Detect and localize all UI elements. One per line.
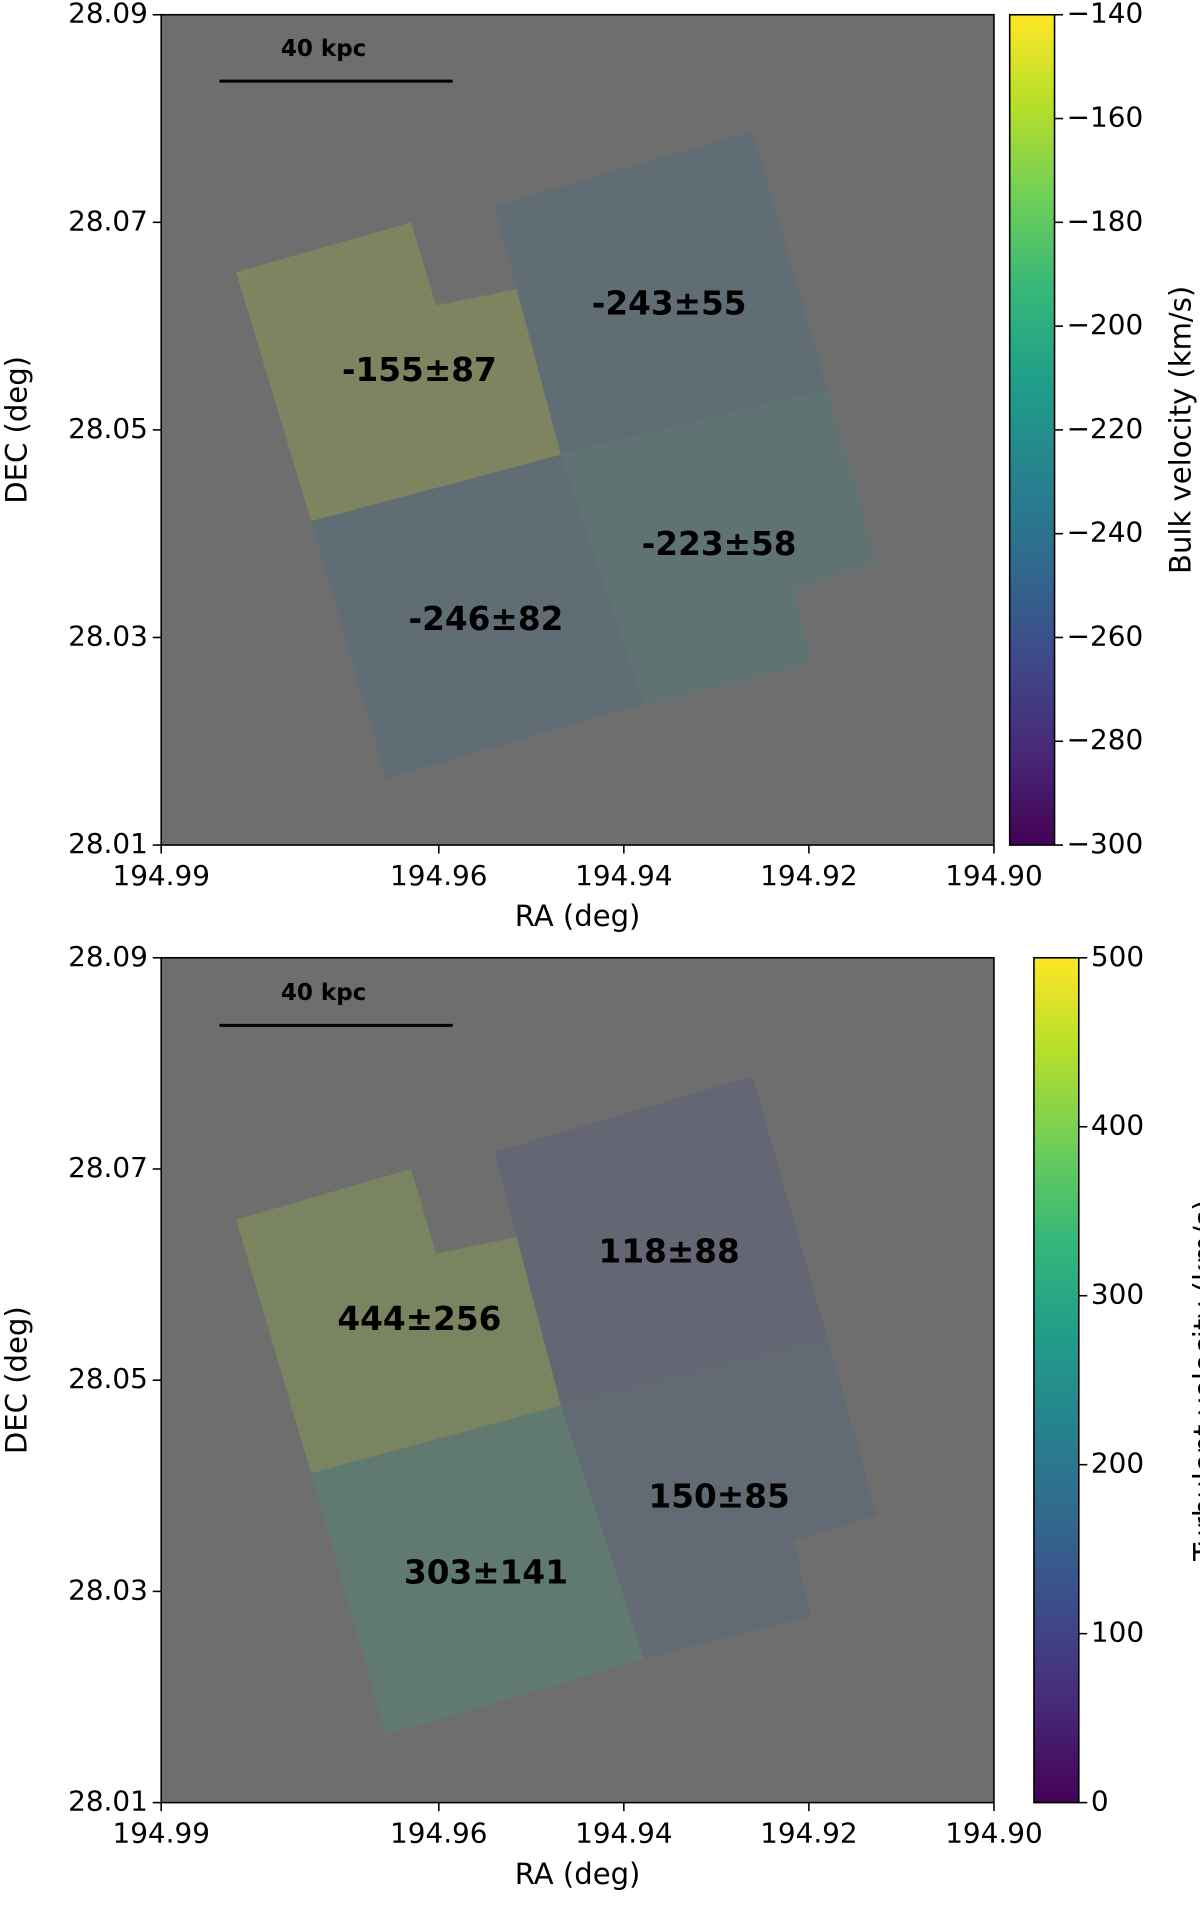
colorbar bbox=[1008, 13, 1056, 846]
y-tick-label: 28.03 bbox=[68, 619, 148, 652]
region-label: 150±85 bbox=[649, 1477, 790, 1515]
colorbar-tick-label: 0 bbox=[1091, 1785, 1109, 1818]
colorbar-label: Bulk velocity (km/s) bbox=[1163, 286, 1197, 574]
region-label: -223±58 bbox=[642, 525, 797, 563]
region-label: -246±82 bbox=[409, 600, 564, 638]
x-tick-label: 194.90 bbox=[945, 859, 1042, 892]
plot-area: 444±256 118±88 303±141 150±85 bbox=[161, 962, 994, 1769]
colorbar-label: Turbulent velocity (km/s) bbox=[1188, 1200, 1200, 1562]
y-tick-label: 28.03 bbox=[68, 1573, 148, 1606]
x-axis-label: RA (deg) bbox=[515, 899, 641, 933]
colorbar-tick-label: −180 bbox=[1067, 204, 1144, 237]
x-tick-label: 194.92 bbox=[760, 1817, 857, 1850]
colorbar-tick-label: −160 bbox=[1067, 101, 1144, 134]
x-tick-label: 194.99 bbox=[112, 859, 209, 892]
colorbar-tick-label: 400 bbox=[1091, 1109, 1144, 1142]
y-tick-label: 28.01 bbox=[68, 1785, 148, 1818]
y-tick-label: 28.09 bbox=[68, 0, 148, 30]
colorbar-tick-label: −280 bbox=[1067, 723, 1144, 756]
panel: 444±256 118±88 303±141 150±85 40 kpc 194.99 19… bbox=[0, 940, 1200, 1891]
y-tick-label: 28.05 bbox=[68, 412, 148, 445]
region-label: -243±55 bbox=[592, 284, 747, 322]
colorbar-tick-label: −140 bbox=[1067, 0, 1144, 30]
scale-bar-label: 40 kpc bbox=[281, 36, 366, 62]
y-tick-label: 28.07 bbox=[68, 204, 148, 237]
panel: -155±87 -243±55 -246±82 -223±58 40 kpc 194.99… bbox=[0, 0, 1197, 933]
colorbar-tick-label: 300 bbox=[1091, 1278, 1144, 1311]
colorbar-tick-label: −300 bbox=[1067, 827, 1144, 860]
contours-overlay bbox=[161, 962, 994, 1769]
x-tick-label: 194.90 bbox=[945, 1817, 1042, 1850]
region-label: 444±256 bbox=[337, 1300, 501, 1338]
scale-bar-label: 40 kpc bbox=[281, 980, 366, 1006]
contours-overlay bbox=[161, 19, 994, 812]
x-axis-label: RA (deg) bbox=[515, 1857, 641, 1891]
x-tick-label: 194.92 bbox=[760, 859, 857, 892]
y-tick-label: 28.05 bbox=[68, 1362, 148, 1395]
y-tick-label: 28.09 bbox=[68, 940, 148, 973]
region-label: 303±141 bbox=[404, 1554, 568, 1592]
colorbar-tick-label: −260 bbox=[1067, 619, 1144, 652]
y-tick-label: 28.07 bbox=[68, 1151, 148, 1184]
colorbar-tick-label: −240 bbox=[1067, 516, 1144, 549]
region-label: 118±88 bbox=[599, 1232, 740, 1270]
y-axis-label: DEC (deg) bbox=[0, 1306, 34, 1454]
y-tick-label: 28.01 bbox=[68, 827, 148, 860]
region-label: -155±87 bbox=[342, 351, 497, 389]
x-tick-label: 194.96 bbox=[390, 859, 487, 892]
colorbar bbox=[1033, 956, 1080, 1804]
colorbar-tick-label: 100 bbox=[1091, 1616, 1144, 1649]
colorbar-tick-label: −200 bbox=[1067, 308, 1144, 341]
x-tick-label: 194.99 bbox=[112, 1817, 209, 1850]
x-tick-label: 194.96 bbox=[390, 1817, 487, 1850]
x-tick-label: 194.94 bbox=[575, 859, 672, 892]
colorbar-tick-label: 500 bbox=[1091, 940, 1144, 973]
colorbar-tick-label: 200 bbox=[1091, 1447, 1144, 1480]
y-axis-label: DEC (deg) bbox=[0, 356, 34, 504]
plot-area: -155±87 -243±55 -246±82 -223±58 bbox=[161, 19, 994, 812]
x-tick-label: 194.94 bbox=[575, 1817, 672, 1850]
colorbar-tick-label: −220 bbox=[1067, 412, 1144, 445]
